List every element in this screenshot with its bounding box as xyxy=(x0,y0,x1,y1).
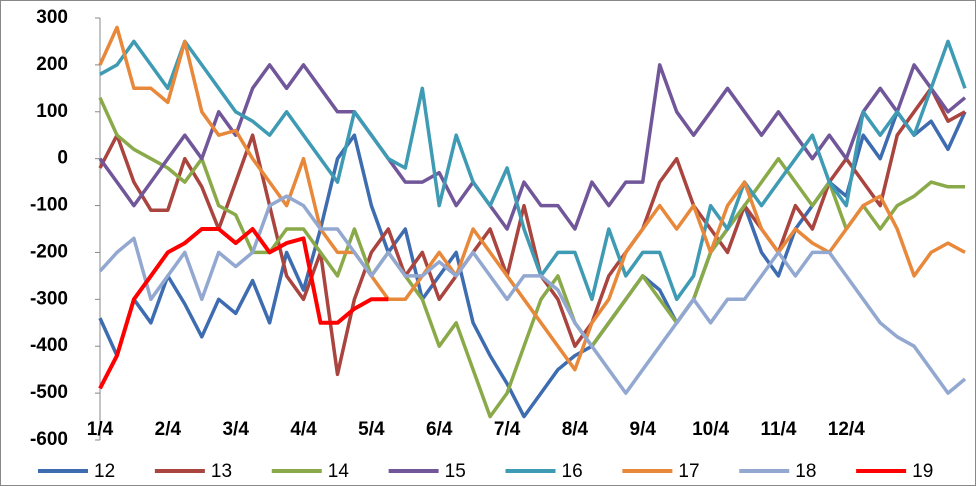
y-tick-label: 300 xyxy=(36,7,68,28)
series-line xyxy=(98,194,967,395)
x-tick-label: 12/4 xyxy=(828,419,865,440)
legend-label: 12 xyxy=(94,461,115,482)
x-tick-label: 8/4 xyxy=(562,419,589,440)
series-line xyxy=(98,227,389,390)
x-tick-label: 10/4 xyxy=(692,419,729,440)
x-tick-label: 3/4 xyxy=(222,419,249,440)
legend-label: 15 xyxy=(445,461,466,482)
y-tick-label: 200 xyxy=(36,54,68,75)
x-tick-label: 7/4 xyxy=(494,419,521,440)
y-tick-label: -400 xyxy=(30,335,68,356)
x-tick-label: 4/4 xyxy=(290,419,317,440)
y-tick-label: -300 xyxy=(30,288,68,309)
legend: 12 13 14 15 16 17 18 19 xyxy=(38,461,933,482)
legend-label: 19 xyxy=(912,461,933,482)
y-tick-label: -100 xyxy=(30,195,68,216)
y-tick-label: -600 xyxy=(30,429,68,450)
y-tick-label: -200 xyxy=(30,241,68,262)
y-tick-label: 0 xyxy=(57,148,68,169)
x-tick-label: 5/4 xyxy=(358,419,385,440)
legend-label: 14 xyxy=(328,461,350,482)
y-tick-label: 100 xyxy=(36,101,68,122)
y-tick-label: -500 xyxy=(30,382,68,403)
x-tick-label: 1/4 xyxy=(87,419,114,440)
legend-label: 13 xyxy=(211,461,232,482)
x-tick-label: 2/4 xyxy=(155,419,182,440)
series-line xyxy=(99,39,967,302)
x-tick-label: 6/4 xyxy=(426,419,453,440)
legend-label: 17 xyxy=(678,461,699,482)
series-line xyxy=(98,86,966,377)
x-tick-label: 11/4 xyxy=(760,419,796,440)
x-tick-label: 9/4 xyxy=(630,419,657,440)
legend-label: 18 xyxy=(795,461,816,482)
legend-label: 16 xyxy=(562,461,583,482)
series-line xyxy=(98,25,966,372)
series-line xyxy=(98,63,967,231)
